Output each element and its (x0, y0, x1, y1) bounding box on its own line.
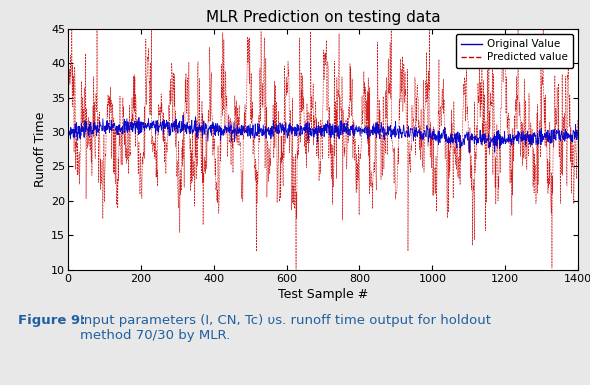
Original Value (64, 123, 71, 127)
Predicted value (300, 114, 307, 119)
Predicted value (64, 124, 71, 129)
Original Value (300, 128, 307, 132)
Original Value (466, 150, 473, 155)
Line: Original Value: Original Value (68, 115, 578, 152)
Original Value (574, 128, 581, 132)
Text: Input parameters (I, CN, Tc) υs. runoff time output for holdout
method 70/30 by : Input parameters (I, CN, Tc) υs. runoff … (80, 314, 491, 342)
X-axis label: Test Sample #: Test Sample # (278, 288, 368, 301)
Predicted value (574, 118, 581, 122)
Original Value (240, 124, 247, 129)
Text: Figure 9:: Figure 9: (18, 314, 85, 327)
Original Value (479, 132, 486, 137)
Y-axis label: Runoff Time: Runoff Time (34, 112, 47, 187)
Original Value (332, 124, 339, 128)
Original Value (188, 118, 195, 122)
Predicted value (188, 151, 195, 155)
Predicted value (568, 125, 575, 130)
Predicted value (240, 130, 247, 135)
Line: Predicted value: Predicted value (68, 29, 578, 270)
Predicted value (333, 107, 340, 112)
Predicted value (68, 27, 76, 31)
Predicted value (293, 267, 300, 272)
Predicted value (479, 143, 486, 148)
Original Value (179, 113, 186, 117)
Original Value (568, 134, 575, 139)
Legend: Original Value, Predicted value: Original Value, Predicted value (455, 34, 573, 68)
Title: MLR Prediction on testing data: MLR Prediction on testing data (206, 10, 440, 25)
